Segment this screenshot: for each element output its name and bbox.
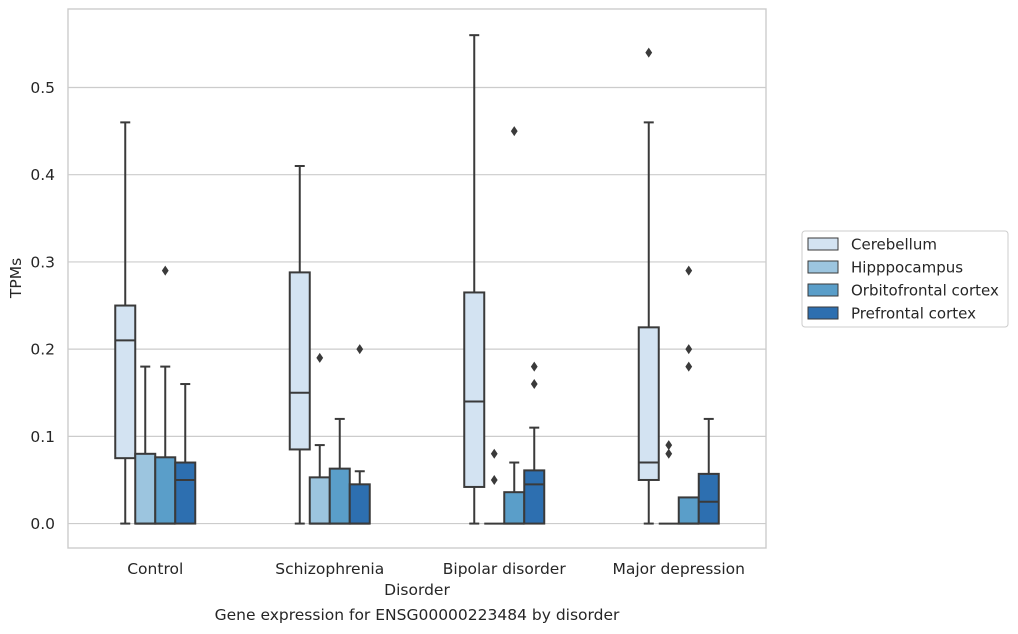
box bbox=[348, 483, 371, 525]
box bbox=[114, 304, 137, 460]
outlier-point bbox=[490, 448, 498, 459]
box-group bbox=[114, 121, 137, 525]
box-group bbox=[288, 164, 311, 525]
legend-label: Orbitofrontal cortex bbox=[851, 282, 999, 300]
legend-swatch bbox=[807, 306, 839, 320]
legend-label: Prefrontal cortex bbox=[851, 305, 976, 323]
box bbox=[134, 452, 157, 525]
box bbox=[523, 469, 546, 525]
box bbox=[174, 461, 197, 525]
box-group bbox=[328, 417, 351, 525]
legend-swatch bbox=[807, 237, 839, 251]
box-group bbox=[697, 417, 720, 525]
box bbox=[328, 467, 351, 525]
legend-label: Hipppocampus bbox=[851, 259, 963, 277]
outlier-point bbox=[530, 379, 538, 390]
outlier-point bbox=[645, 47, 653, 58]
x-axis-label: Disorder bbox=[384, 581, 450, 599]
y-tick-label: 0.2 bbox=[30, 341, 55, 359]
legend: Cerebellum Hipppocampus Orbitofrontal cort… bbox=[801, 230, 1009, 328]
box-group bbox=[154, 265, 177, 525]
x-tick-label: Schizophrenia bbox=[275, 560, 384, 578]
outlier-point bbox=[356, 344, 364, 355]
y-tick-label: 0.0 bbox=[30, 515, 55, 533]
x-tick-label: Control bbox=[127, 560, 183, 578]
box bbox=[154, 456, 177, 525]
box-group bbox=[484, 448, 505, 525]
legend-frame bbox=[801, 230, 1009, 328]
outlier-point bbox=[490, 474, 498, 485]
outlier-point bbox=[316, 352, 324, 363]
y-tick-label: 0.1 bbox=[30, 428, 55, 446]
box bbox=[697, 472, 720, 525]
box-group bbox=[463, 34, 486, 525]
y-tick-labels: 0.0 0.1 0.2 0.3 0.4 0.5 bbox=[30, 79, 55, 533]
legend-swatch bbox=[807, 283, 839, 297]
y-axis-label: TPMs bbox=[7, 258, 25, 299]
y-tick-label: 0.4 bbox=[30, 166, 55, 184]
outlier-point bbox=[685, 361, 693, 372]
outlier-point bbox=[685, 344, 693, 355]
box-group bbox=[637, 47, 660, 525]
outlier-point bbox=[161, 265, 169, 276]
box bbox=[637, 326, 660, 481]
x-tick-labels: Control Schizophrenia Bipolar disorder Majo… bbox=[127, 560, 745, 578]
box bbox=[463, 291, 486, 488]
box bbox=[308, 476, 331, 525]
box-group bbox=[348, 344, 371, 525]
outlier-point bbox=[665, 448, 673, 459]
box-group bbox=[677, 265, 700, 525]
box bbox=[503, 491, 526, 525]
box-groups bbox=[114, 34, 720, 525]
outlier-point bbox=[685, 265, 693, 276]
box-group bbox=[503, 126, 526, 525]
box bbox=[677, 496, 700, 525]
figure-caption: Gene expression for ENSG00000223484 by d… bbox=[214, 606, 620, 624]
box-group bbox=[174, 383, 197, 525]
outlier-point bbox=[530, 361, 538, 372]
box-group bbox=[658, 440, 679, 525]
outlier-point bbox=[510, 126, 518, 137]
box-group bbox=[134, 365, 157, 525]
x-tick-label: Bipolar disorder bbox=[443, 560, 567, 578]
plot-frame bbox=[67, 8, 767, 549]
y-tick-label: 0.5 bbox=[30, 79, 55, 97]
x-tick-label: Major depression bbox=[612, 560, 745, 578]
legend-swatch bbox=[807, 260, 839, 274]
legend-label: Cerebellum bbox=[851, 236, 937, 254]
y-tick-label: 0.3 bbox=[30, 253, 55, 271]
box-group bbox=[523, 361, 546, 525]
outlier-point bbox=[665, 440, 673, 451]
box bbox=[288, 271, 311, 451]
box-group bbox=[308, 352, 331, 525]
